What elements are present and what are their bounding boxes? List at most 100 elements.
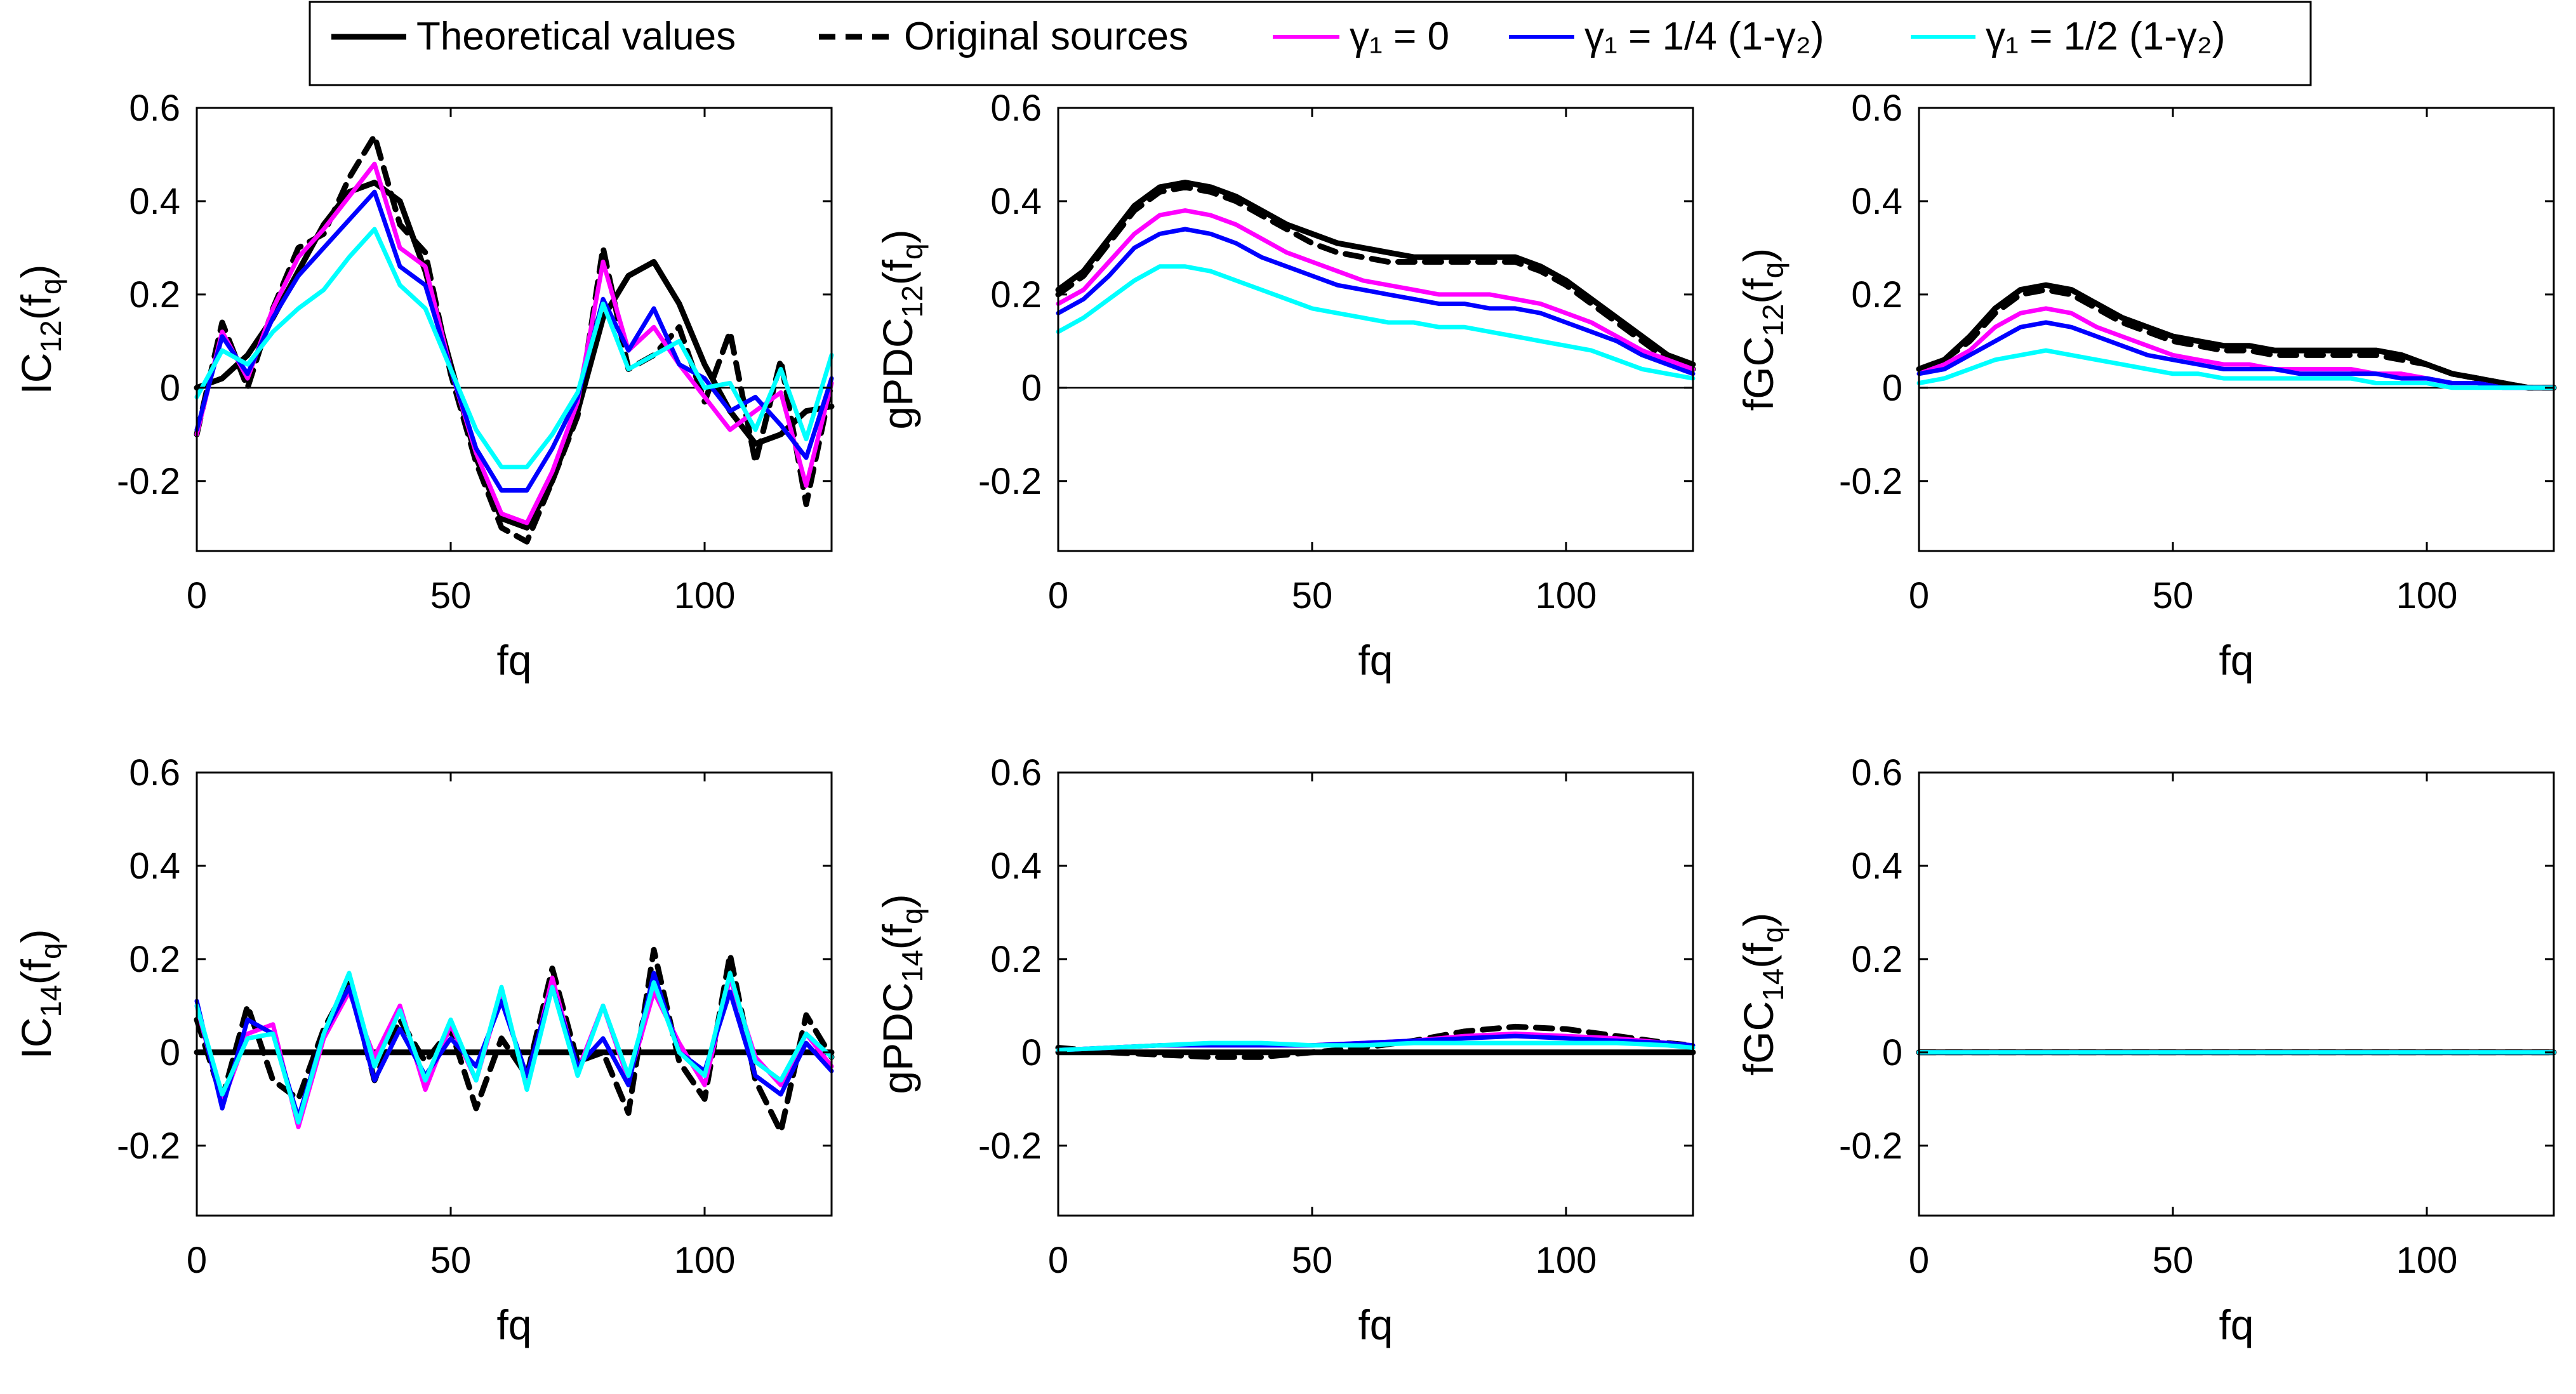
x-tick-label: 0 [1909,575,1929,616]
legend-label-g12: γ₁ = 1/2 (1-γ₂) [1986,15,2225,58]
y-tick-label: 0.6 [1851,88,1902,129]
panel-ic14: -0.2 0 0.2 0.4 0.6 0 50 100 fq IC14(fq) [13,752,835,1348]
series-line-g12 [1056,264,1696,381]
x-tick-label: 0 [1048,575,1068,616]
x-axis-title: fq [1358,1301,1393,1348]
y-tick-label: 0 [160,368,180,409]
y-tick-label: 0 [1882,1032,1902,1073]
y-tick-label: 0.6 [990,752,1042,793]
legend-label-theoretical: Theoretical values [416,15,736,58]
y-tick-label: -0.2 [978,1125,1042,1167]
x-tick-label: 50 [2153,575,2194,616]
y-tick-label: 0.4 [990,846,1042,887]
legend-label-g0: γ₁ = 0 [1350,15,1449,58]
x-tick-label: 50 [2153,1240,2194,1281]
x-tick-label: 100 [2396,1240,2458,1281]
x-axis-title: fq [2219,637,2254,684]
x-tick-label: 0 [1048,1240,1068,1281]
y-axis-title: fGC12(fq) [1735,248,1789,411]
y-tick-label: -0.2 [1839,1125,1902,1167]
series-line-original [194,946,835,1135]
y-tick-label: -0.2 [117,461,180,502]
y-tick-label: 0.4 [1851,181,1902,222]
y-tick-label: 0.2 [990,939,1042,980]
y-tick-label: 0.2 [990,274,1042,315]
series-line-g0 [1056,208,1696,371]
x-tick-label: 50 [430,575,472,616]
y-axis-title: fGC14(fq) [1735,913,1789,1075]
axes-frame [1057,771,1694,1217]
chart-panels: -0.2 0 0.2 0.4 0.6 0 50 100 fq IC12(fq) -0.2 0 0.2 0.… [13,88,2557,1348]
y-tick-label: 0 [1021,1032,1042,1073]
series-line-original [1916,287,2557,391]
y-tick-label: 0 [160,1032,180,1073]
axes-frame [1918,107,2555,552]
x-axis-title: fq [2219,1301,2254,1348]
x-tick-label: 50 [1292,575,1333,616]
series-line-g12 [194,227,834,470]
y-axis-title: gPDC12(fq) [874,229,929,429]
y-tick-label: 0 [1882,368,1902,409]
legend-label-g14: γ₁ = 1/4 (1-γ₂) [1584,15,1824,58]
series-line-theoretical [1055,180,1696,368]
axes-frame [196,771,833,1217]
legend-box [309,1,2312,86]
plot-area [197,108,832,551]
series-line-g14 [1916,320,2556,390]
x-tick-label: 100 [2396,575,2458,616]
y-tick-label: -0.2 [978,461,1042,502]
y-axis-title: IC14(fq) [13,929,67,1059]
series-line-g14 [1056,227,1696,376]
panel-ic12: -0.2 0 0.2 0.4 0.6 0 50 100 fq IC12(fq) [13,88,835,684]
x-tick-label: 100 [674,575,736,616]
plot-area [1919,108,2554,551]
panel-fgc14: -0.2 0 0.2 0.4 0.6 0 50 100 fq fGC14(fq) [1735,752,2557,1348]
y-tick-label: 0.4 [1851,846,1902,887]
y-tick-label: -0.2 [1839,461,1902,502]
y-axis-title: gPDC14(fq) [874,894,929,1094]
y-tick-label: 0.4 [129,181,180,222]
legend-entry-g14: γ₁ = 1/4 (1-γ₂) [1509,15,1824,58]
panel-gpdc14: -0.2 0 0.2 0.4 0.6 0 50 100 fq gPDC14(fq) [874,752,1696,1348]
series-line-g14 [194,189,834,493]
x-tick-label: 100 [674,1240,736,1281]
plot-area [1919,773,2554,1216]
x-tick-label: 0 [1909,1240,1929,1281]
x-tick-label: 50 [1292,1240,1333,1281]
x-axis-title: fq [496,637,531,684]
series-line-g12 [194,971,834,1125]
y-tick-label: 0.2 [129,274,180,315]
legend-entry-original: Original sources [819,15,1188,58]
axes-frame [1057,107,1694,552]
y-tick-label: 0.6 [990,88,1042,129]
plot-area [1058,108,1693,551]
y-tick-label: 0.2 [1851,274,1902,315]
panel-gpdc12: -0.2 0 0.2 0.4 0.6 0 50 100 fq gPDC12(fq) [874,88,1696,684]
x-tick-label: 0 [187,1240,207,1281]
legend-label-original: Original sources [904,15,1188,58]
y-tick-label: 0.6 [1851,752,1902,793]
y-tick-label: 0.6 [129,752,180,793]
series-line-original [194,133,835,545]
series-line-g12 [1056,1040,1696,1052]
y-tick-label: 0.6 [129,88,180,129]
y-tick-label: 0.4 [129,846,180,887]
legend-entry-g0: γ₁ = 0 [1273,15,1449,58]
axes-frame [1918,771,2555,1217]
series-line-g0 [194,161,834,526]
panel-fgc12: -0.2 0 0.2 0.4 0.6 0 50 100 fq fGC12(fq) [1735,88,2557,684]
legend-entry-g12: γ₁ = 1/2 (1-γ₂) [1911,15,2225,58]
series-line-g12 [1916,348,2556,390]
y-tick-label: 0.2 [129,939,180,980]
y-tick-label: 0.2 [1851,939,1902,980]
x-tick-label: 100 [1536,1240,1597,1281]
legend: Theoretical values Original sources γ₁ = 0… [309,1,2312,86]
y-tick-label: -0.2 [117,1125,180,1167]
plot-area [1058,773,1693,1216]
series-line-original [1055,184,1696,372]
x-axis-title: fq [1358,637,1393,684]
legend-entry-theoretical: Theoretical values [331,15,736,58]
y-axis-title: IC12(fq) [13,264,67,394]
x-tick-label: 0 [187,575,207,616]
